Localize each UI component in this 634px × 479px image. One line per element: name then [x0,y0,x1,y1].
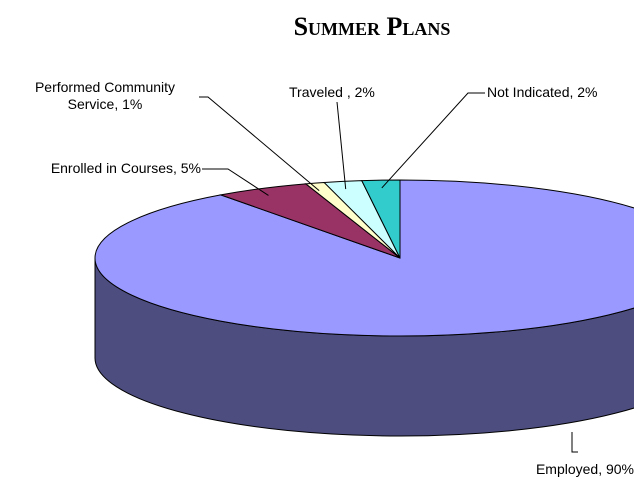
leader-line [199,96,320,191]
pie-slice [94,179,634,337]
data-label: Enrolled in Courses, 5% [50,160,201,176]
data-label: Employed, 90% [535,461,634,477]
leader-line [381,92,485,189]
data-label: Performed Community Service, 1% [34,79,176,112]
chart-title: Summer Plans [293,12,451,41]
data-label: Traveled , 2% [289,84,375,100]
pie-slice [360,179,401,259]
leader-line [202,168,269,196]
leader-line [336,101,347,190]
data-label: Not Indicated, 2% [487,84,598,100]
leader-line [571,432,578,453]
